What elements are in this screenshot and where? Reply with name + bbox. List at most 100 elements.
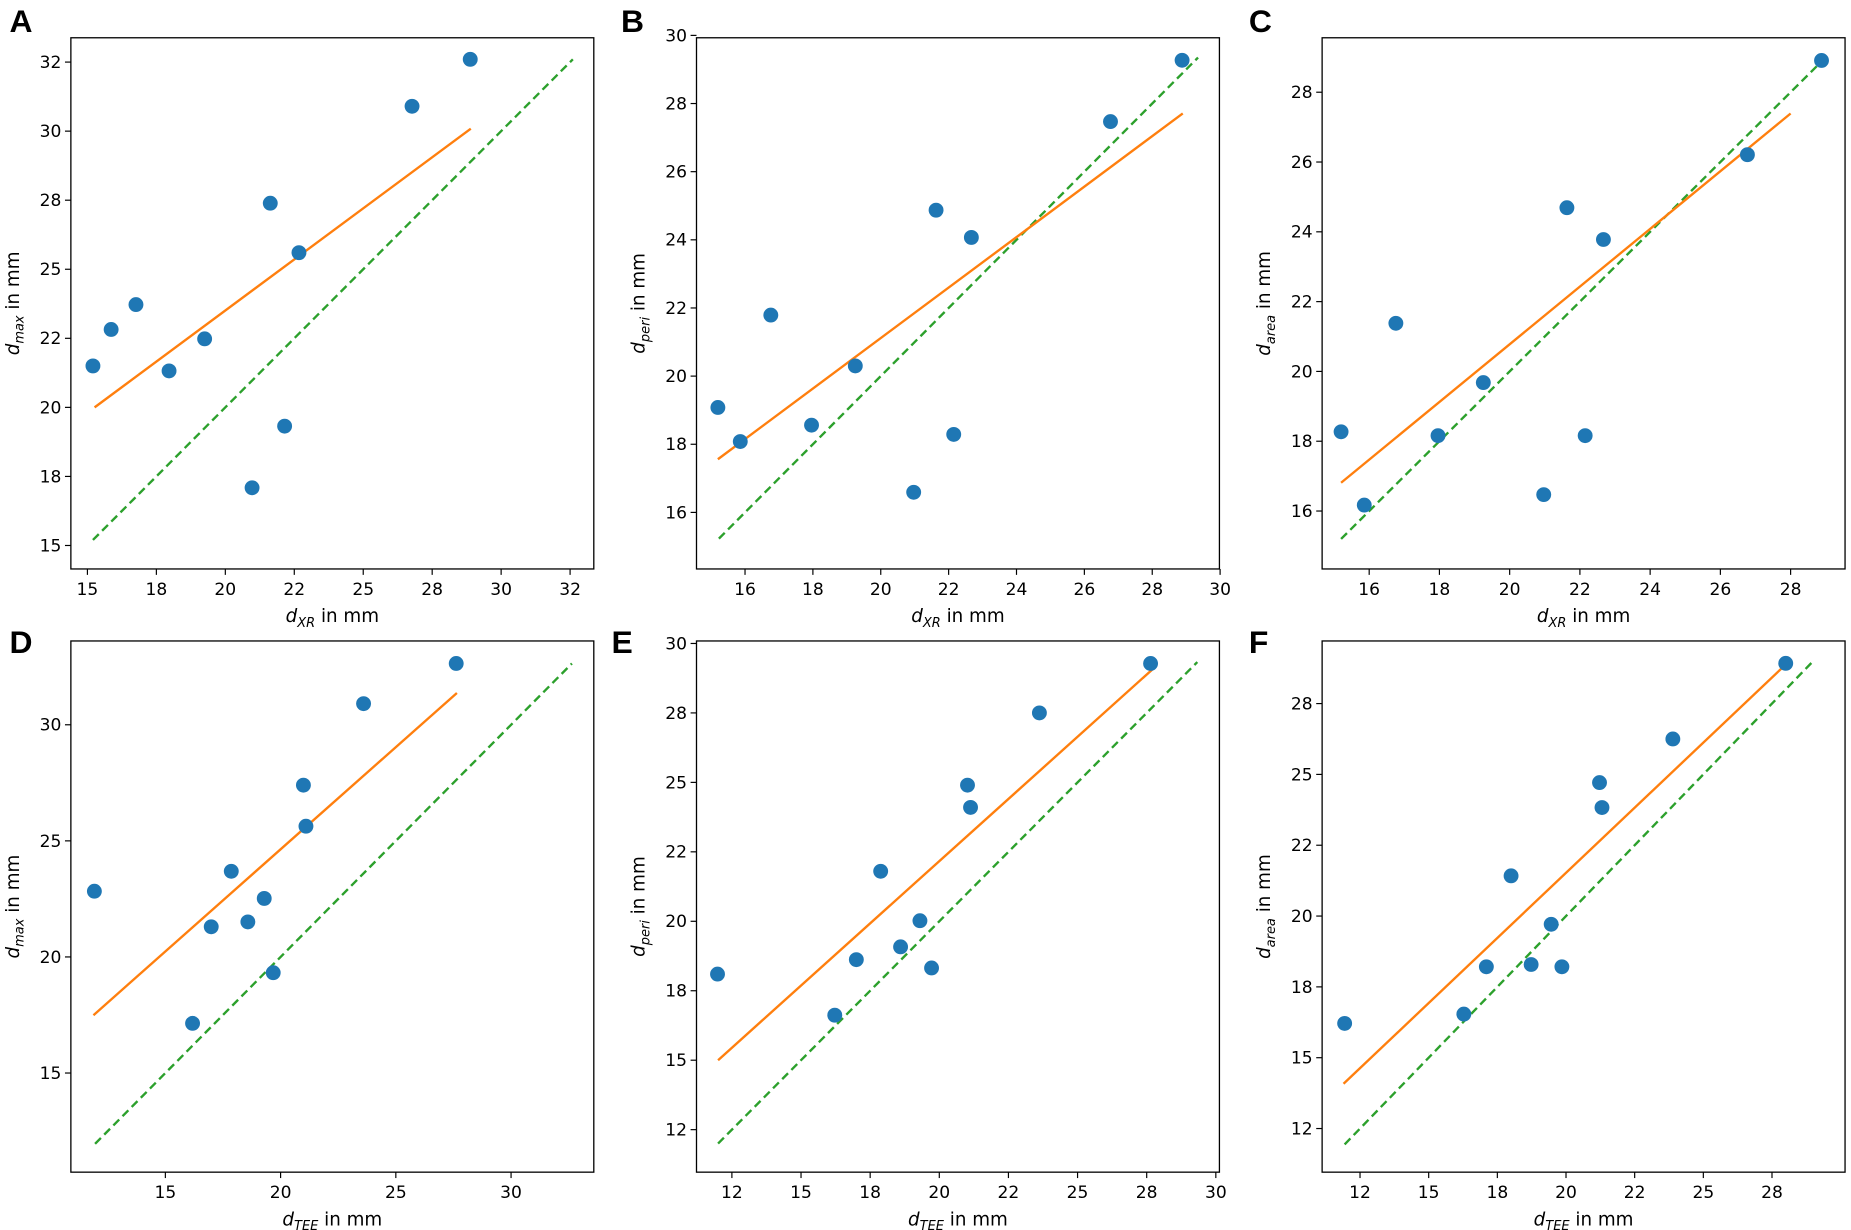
y-tick-label: 12	[665, 1121, 687, 1141]
x-axis-label: dTEE in mm	[282, 1209, 382, 1230]
y-tick-label: 25	[1291, 765, 1313, 785]
x-tick-label: 20	[928, 1183, 950, 1203]
y-tick-label: 28	[665, 704, 687, 724]
x-tick-label: 30	[490, 580, 512, 600]
data-point	[1665, 731, 1681, 747]
axes-frame	[695, 37, 1221, 570]
y-tick-label: 20	[665, 367, 687, 387]
x-tick-label: 30	[500, 1183, 522, 1203]
data-point	[103, 322, 119, 337]
y-tick-label: 20	[1291, 362, 1313, 382]
x-tick-label: 16	[1358, 580, 1380, 600]
y-tick-label: 24	[665, 231, 687, 251]
data-point	[1503, 868, 1519, 884]
y-tick-label: 16	[1291, 502, 1313, 522]
data-point	[1031, 705, 1047, 721]
y-tick-label: 12	[1291, 1119, 1313, 1139]
data-point	[277, 418, 293, 434]
y-axis-label: dperi in mm	[629, 253, 654, 354]
x-tick-label: 28	[1761, 1183, 1783, 1203]
regression-line	[717, 666, 1156, 1062]
data-point	[404, 98, 420, 114]
data-point	[298, 818, 314, 834]
panel-letter: B	[621, 3, 644, 39]
y-tick-label: 20	[40, 398, 62, 418]
data-point	[1577, 428, 1593, 444]
panel-a: A 15 18 20 22 25 28 30 32 15 18 20 22 25 28 30 32 dXR in …	[3, 3, 595, 631]
y-axis-label: dmax in mm	[3, 251, 28, 355]
panel-e: E 12 15 18 20 22 25 28 30 12 15 18 20 22 25 28 30 dTEE in…	[612, 624, 1227, 1230]
x-tick-label: 25	[1067, 1183, 1089, 1203]
data-point	[924, 960, 939, 976]
data-point	[873, 863, 889, 879]
data-point	[85, 358, 101, 374]
y-tick-label: 25	[40, 260, 62, 280]
y-tick-label: 30	[40, 122, 62, 142]
y-tick-label: 28	[665, 94, 687, 114]
panel-letter: A	[9, 3, 32, 39]
x-tick-label: 28	[1141, 580, 1163, 600]
x-tick-label: 28	[1136, 1183, 1158, 1203]
data-point	[710, 400, 726, 415]
x-tick-label: 20	[1499, 580, 1521, 600]
data-point	[732, 434, 748, 449]
data-point	[1778, 655, 1794, 671]
data-point	[963, 230, 979, 245]
regression-line	[92, 692, 458, 1017]
y-tick-label: 22	[665, 843, 687, 863]
identity-line	[94, 662, 573, 1145]
panel-letter: F	[1249, 624, 1268, 660]
x-tick-label: 26	[1709, 580, 1731, 600]
data-point	[912, 913, 928, 929]
data-point	[848, 952, 864, 968]
panel-b: B 16 18 20 22 24 26 28 30 16 18 20 22 24 26 28 30 dXR in …	[621, 3, 1231, 631]
y-tick-label: 28	[40, 191, 62, 211]
y-tick-label: 18	[665, 435, 687, 455]
x-tick-label: 12	[1349, 1183, 1371, 1203]
y-tick-label: 15	[1291, 1049, 1313, 1069]
regression-line	[717, 112, 1184, 461]
y-tick-label: 20	[40, 948, 62, 968]
data-point	[893, 939, 909, 955]
data-point	[963, 799, 978, 815]
data-point	[804, 417, 819, 433]
data-point	[185, 1015, 200, 1031]
y-tick-label: 15	[40, 1064, 62, 1084]
panel-c: C 16 18 20 22 24 26 28 16 18 20 22 24 26 28 dXR in mm da…	[1249, 3, 1846, 631]
axes-frame	[1321, 640, 1846, 1173]
axes-frame	[70, 640, 595, 1173]
x-tick-label: 16	[734, 580, 756, 600]
y-tick-label: 18	[1291, 432, 1313, 452]
x-tick-label: 15	[77, 580, 99, 600]
x-tick-label: 15	[1418, 1183, 1440, 1203]
x-tick-label: 30	[1205, 1183, 1227, 1203]
y-tick-label: 20	[665, 912, 687, 932]
x-axis-label: dXR in mm	[911, 606, 1004, 631]
data-point	[1143, 656, 1159, 671]
x-tick-label: 18	[145, 580, 167, 600]
y-axis-label: darea in mm	[1254, 854, 1279, 959]
y-tick-label: 20	[1291, 907, 1313, 927]
y-tick-label: 26	[665, 163, 687, 183]
y-tick-label: 30	[665, 634, 687, 654]
data-point	[462, 51, 478, 67]
identity-line	[1343, 661, 1813, 1146]
identity-line	[92, 58, 574, 541]
panel-f: F 12 15 18 20 22 25 28 12 15 18 20 22 25 28 dTEE in mm d…	[1249, 624, 1846, 1230]
data-point	[244, 480, 260, 496]
data-point	[763, 307, 779, 323]
y-tick-label: 25	[665, 773, 687, 793]
data-point	[1430, 428, 1446, 444]
x-tick-label: 25	[352, 580, 374, 600]
panel-letter: E	[612, 624, 633, 660]
panel-letter: D	[9, 624, 32, 660]
y-tick-label: 15	[40, 536, 62, 556]
x-tick-label: 26	[1073, 580, 1095, 600]
regression-line	[1342, 663, 1787, 1085]
data-point	[1456, 1006, 1472, 1022]
y-tick-label: 15	[665, 1051, 687, 1071]
data-point	[1333, 424, 1349, 440]
x-tick-label: 20	[870, 580, 892, 600]
regression-line	[1340, 112, 1792, 484]
data-point	[223, 863, 239, 879]
